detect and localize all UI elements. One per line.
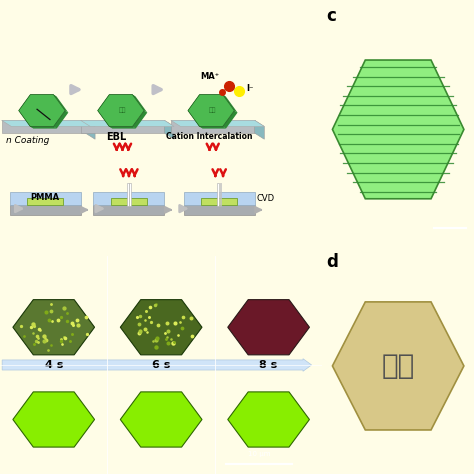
Polygon shape <box>228 300 310 355</box>
Polygon shape <box>18 110 34 128</box>
Bar <box>9 205 81 215</box>
Polygon shape <box>228 392 310 447</box>
Bar <box>201 198 237 205</box>
Bar <box>111 198 146 205</box>
Polygon shape <box>171 120 255 133</box>
Bar <box>127 183 128 206</box>
Polygon shape <box>332 302 464 430</box>
Polygon shape <box>81 120 174 127</box>
Polygon shape <box>200 127 226 128</box>
Text: Cation Intercalation: Cation Intercalation <box>166 132 253 141</box>
Text: I⁻: I⁻ <box>246 84 254 93</box>
Polygon shape <box>188 110 203 128</box>
Polygon shape <box>1 120 85 133</box>
Polygon shape <box>255 120 264 139</box>
FancyArrow shape <box>2 359 311 371</box>
Polygon shape <box>18 95 34 113</box>
Polygon shape <box>332 60 464 199</box>
Text: n Coating: n Coating <box>7 137 50 145</box>
Polygon shape <box>188 95 234 127</box>
Bar <box>129 183 131 206</box>
Bar <box>217 183 219 206</box>
Text: 8 s: 8 s <box>259 360 278 370</box>
Text: 南工: 南工 <box>118 108 126 113</box>
Text: 南工: 南工 <box>209 108 217 113</box>
Polygon shape <box>120 300 202 355</box>
Bar <box>93 192 164 205</box>
Polygon shape <box>54 110 68 128</box>
Text: MA⁺: MA⁺ <box>200 72 219 81</box>
Polygon shape <box>132 95 147 113</box>
Polygon shape <box>98 110 112 128</box>
Polygon shape <box>30 127 57 128</box>
Text: 6 s: 6 s <box>152 360 170 370</box>
Polygon shape <box>85 120 95 139</box>
Polygon shape <box>13 300 94 355</box>
Polygon shape <box>132 110 147 128</box>
Text: 南工: 南工 <box>382 352 415 380</box>
Text: 4 s: 4 s <box>45 360 63 370</box>
Text: PMMA: PMMA <box>30 192 60 201</box>
Text: EBL: EBL <box>106 132 127 142</box>
Polygon shape <box>54 95 68 113</box>
Text: CVD: CVD <box>256 194 274 203</box>
Polygon shape <box>109 127 136 128</box>
Polygon shape <box>1 120 95 127</box>
Polygon shape <box>18 95 65 127</box>
Polygon shape <box>13 392 94 447</box>
Polygon shape <box>98 95 144 127</box>
Polygon shape <box>223 110 237 128</box>
Bar <box>184 192 255 205</box>
Bar <box>27 198 63 205</box>
Polygon shape <box>109 95 136 97</box>
Bar <box>93 205 164 215</box>
Polygon shape <box>98 95 112 113</box>
Polygon shape <box>171 120 264 127</box>
Polygon shape <box>188 95 203 113</box>
Polygon shape <box>120 392 202 447</box>
Polygon shape <box>30 95 57 97</box>
Polygon shape <box>223 95 237 113</box>
Polygon shape <box>164 120 174 139</box>
Bar <box>9 192 81 205</box>
Bar <box>184 205 255 215</box>
Bar <box>219 183 221 206</box>
Polygon shape <box>200 95 226 97</box>
Polygon shape <box>81 120 164 133</box>
Text: c: c <box>327 8 336 26</box>
Text: 10 μm: 10 μm <box>248 451 270 457</box>
Text: d: d <box>327 253 338 271</box>
